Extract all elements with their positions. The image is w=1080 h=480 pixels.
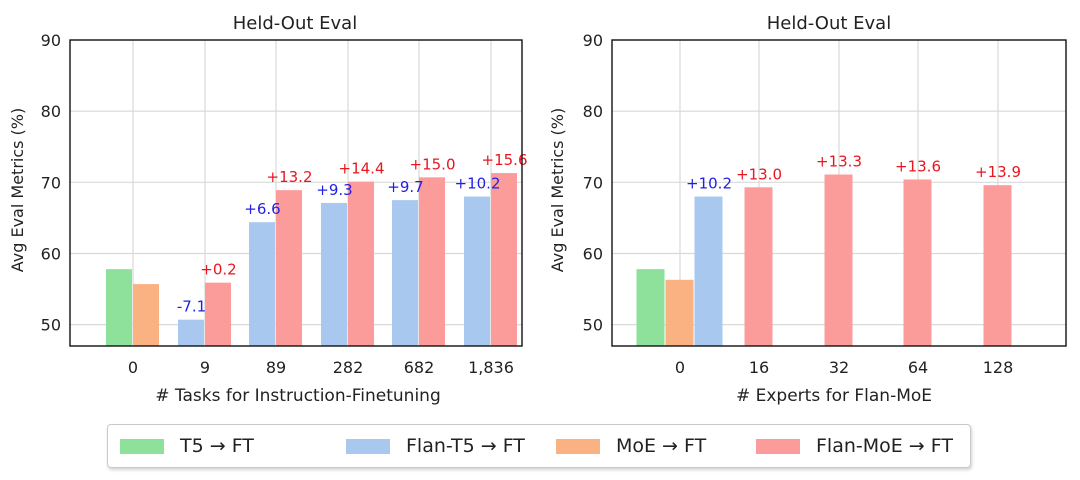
legend-item-moe: MoE → FT [556,434,706,458]
legend-label-moe: MoE → FT [616,435,707,457]
right-xtick-label: 16 [749,358,769,377]
bar-flan-t5 [694,196,723,346]
data-label: +14.4 [339,160,385,178]
bar-flan-t5 [178,319,204,346]
data-label: +13.3 [816,152,862,170]
data-label: +0.2 [200,261,236,279]
bar-moe [133,284,159,346]
left-xtick-label: 682 [404,358,435,377]
data-label: +10.2 [686,175,732,193]
right-ytick-label: 80 [583,102,603,121]
bar-flan-t5 [464,196,490,346]
legend-swatch-flan-t5 [346,438,390,454]
bar-flan-moe [348,181,374,346]
left-xtick-label: 0 [128,358,138,377]
legend-item-flan-t5: Flan-T5 → FT [346,434,525,458]
right-xtick-label: 128 [983,358,1014,377]
legend-item-t5: T5 → FT [120,434,254,458]
data-label: +15.6 [482,151,528,169]
bar-flan-t5 [321,202,347,346]
right-chart-ylabel: Avg Eval Metrics (%) [548,108,567,272]
bar-flan-moe [419,177,445,346]
left-ytick-label: 60 [41,244,61,263]
right-xtick-label: 32 [829,358,849,377]
data-label: +13.9 [975,163,1021,181]
data-label: +9.7 [387,178,423,196]
left-xtick-label: 282 [333,358,364,377]
data-label: +10.2 [455,175,501,193]
bar-t5 [106,269,132,346]
right-ytick-label: 70 [583,173,603,192]
data-label: +6.6 [244,200,280,218]
data-label: +13.6 [895,157,941,175]
left-xtick-label: 89 [266,358,286,377]
left-axes-frame [69,39,523,347]
right-bars [636,174,1012,346]
bar-flan-moe [983,185,1012,346]
bar-flan-t5 [249,222,275,346]
right-axes-frame [611,39,1067,347]
right-ytick-label: 50 [583,316,603,335]
left-chart-ylabel: Avg Eval Metrics (%) [8,108,27,272]
bar-flan-moe [491,173,517,346]
right-chart-xlabel: # Experts for Flan-MoE [736,386,932,406]
bar-flan-moe [903,179,932,346]
legend-item-flan-moe: Flan-MoE → FT [756,434,953,458]
legend-label-flan-t5: Flan-T5 → FT [406,435,525,457]
data-label: +9.3 [316,181,352,199]
bar-flan-moe [276,190,302,346]
bar-flan-t5 [392,200,418,346]
legend: T5 → FT Flan-T5 → FT MoE → FT Flan-MoE →… [107,424,971,468]
left-xtick-label: 9 [200,358,210,377]
bar-flan-moe [205,282,231,346]
legend-swatch-flan-moe [756,438,800,454]
legend-label-flan-moe: Flan-MoE → FT [816,435,953,457]
data-label: +13.0 [736,165,782,183]
figure: Held-Out Eval # Tasks for Instruction-Fi… [8,13,1067,406]
left-chart: Held-Out Eval # Tasks for Instruction-Fi… [8,13,527,406]
legend-swatch-moe [556,438,600,454]
left-chart-xlabel: # Tasks for Instruction-Finetuning [155,386,441,406]
right-ytick-label: 90 [583,31,603,50]
left-xtick-label: 1,836 [468,358,514,377]
left-bars [106,173,517,346]
right-chart: Held-Out Eval # Experts for Flan-MoE Avg… [548,13,1067,406]
right-ytick-label: 60 [583,244,603,263]
data-label: +13.2 [267,168,313,186]
bar-flan-moe [744,187,773,346]
bar-t5 [636,269,665,346]
right-xtick-label: 64 [908,358,928,377]
bar-flan-moe [824,174,853,346]
left-chart-title: Held-Out Eval [233,13,357,34]
bar-moe [665,279,694,346]
right-xtick-label: 0 [675,358,685,377]
data-label: +15.0 [410,155,456,173]
left-ytick-label: 50 [41,316,61,335]
right-chart-title: Held-Out Eval [767,13,891,34]
data-label: -7.1 [177,298,206,316]
left-ytick-label: 80 [41,102,61,121]
legend-swatch-t5 [120,438,164,454]
left-ytick-label: 70 [41,173,61,192]
left-ytick-label: 90 [41,31,61,50]
legend-label-t5: T5 → FT [180,435,254,457]
